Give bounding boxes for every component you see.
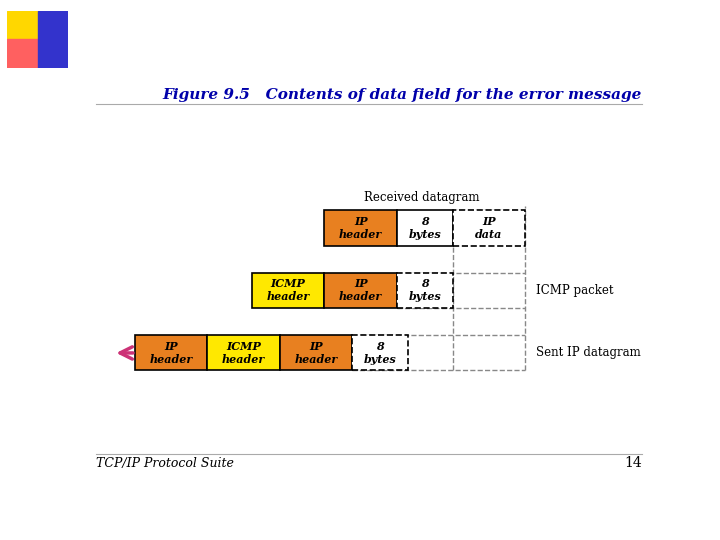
Text: ICMP
header: ICMP header — [266, 279, 310, 302]
FancyBboxPatch shape — [207, 335, 279, 370]
Text: TCP/IP Protocol Suite: TCP/IP Protocol Suite — [96, 457, 233, 470]
Text: 14: 14 — [625, 456, 642, 470]
Text: IP
header: IP header — [339, 216, 382, 240]
Text: IP
header: IP header — [339, 279, 382, 302]
Text: IP
header: IP header — [294, 341, 338, 364]
Text: ICMP packet: ICMP packet — [536, 284, 614, 297]
FancyBboxPatch shape — [453, 211, 526, 246]
Text: ICMP
header: ICMP header — [222, 341, 265, 364]
FancyBboxPatch shape — [324, 273, 397, 308]
Text: Received datagram: Received datagram — [364, 191, 480, 204]
FancyBboxPatch shape — [397, 273, 453, 308]
Text: IP
data: IP data — [475, 216, 503, 240]
FancyBboxPatch shape — [135, 335, 207, 370]
Text: IP
header: IP header — [149, 341, 192, 364]
FancyBboxPatch shape — [280, 335, 352, 370]
Text: Sent IP datagram: Sent IP datagram — [536, 347, 641, 360]
FancyBboxPatch shape — [324, 211, 397, 246]
Text: 8
bytes: 8 bytes — [408, 279, 441, 302]
FancyBboxPatch shape — [352, 335, 408, 370]
FancyBboxPatch shape — [252, 273, 324, 308]
Text: Figure 9.5   Contents of data field for the error message: Figure 9.5 Contents of data field for th… — [163, 87, 642, 102]
Bar — [7, 11, 38, 39]
FancyBboxPatch shape — [397, 211, 453, 246]
Text: 8
bytes: 8 bytes — [408, 216, 441, 240]
Bar — [38, 11, 68, 68]
Bar — [7, 39, 38, 68]
Text: 8
bytes: 8 bytes — [364, 341, 397, 364]
